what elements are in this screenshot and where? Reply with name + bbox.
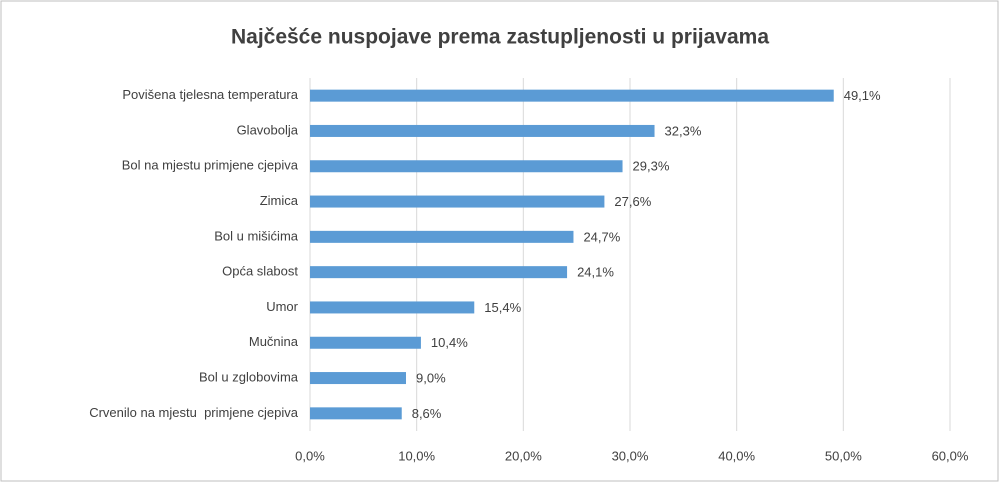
data-label: 8,6% <box>412 406 442 421</box>
data-label: 24,7% <box>583 229 620 244</box>
bar <box>310 336 421 349</box>
y-tick-label: Mučnina <box>249 334 299 349</box>
y-tick-label: Bol u mišićima <box>214 228 299 243</box>
data-label: 49,1% <box>844 88 881 103</box>
x-tick-label: 10,0% <box>398 448 435 463</box>
bar <box>310 195 605 208</box>
data-label: 24,1% <box>577 265 614 280</box>
bar <box>310 124 655 137</box>
y-tick-label: Umor <box>266 299 298 314</box>
data-label: 29,3% <box>633 159 670 174</box>
x-tick-label: 30,0% <box>612 448 649 463</box>
bar <box>310 266 568 279</box>
x-tick-label: 0,0% <box>295 448 325 463</box>
y-tick-label: Zimica <box>260 193 299 208</box>
y-tick-label: Povišena tjelesna temperatura <box>122 87 298 102</box>
bar <box>310 160 623 173</box>
data-label: 27,6% <box>614 194 651 209</box>
y-tick-label: Bol u zglobovima <box>199 369 299 384</box>
x-tick-label: 20,0% <box>505 448 542 463</box>
data-label: 15,4% <box>484 300 521 315</box>
data-label: 32,3% <box>665 123 702 138</box>
y-tick-label: Crvenilo na mjestu primjene cjepiva <box>89 405 299 420</box>
bar <box>310 301 475 314</box>
bar <box>310 407 402 420</box>
data-label: 10,4% <box>431 335 468 350</box>
bar <box>310 372 406 385</box>
x-tick-label: 40,0% <box>718 448 755 463</box>
x-tick-label: 60,0% <box>932 448 969 463</box>
y-tick-label: Opća slabost <box>222 264 298 279</box>
data-label: 9,0% <box>416 370 446 385</box>
bar <box>310 230 574 243</box>
chart-title: Najčešće nuspojave prema zastupljenosti … <box>231 26 769 49</box>
bar <box>310 89 834 102</box>
y-tick-label: Glavobolja <box>237 122 299 137</box>
x-tick-label: 50,0% <box>825 448 862 463</box>
y-tick-label: Bol na mjestu primjene cjepiva <box>122 158 299 173</box>
